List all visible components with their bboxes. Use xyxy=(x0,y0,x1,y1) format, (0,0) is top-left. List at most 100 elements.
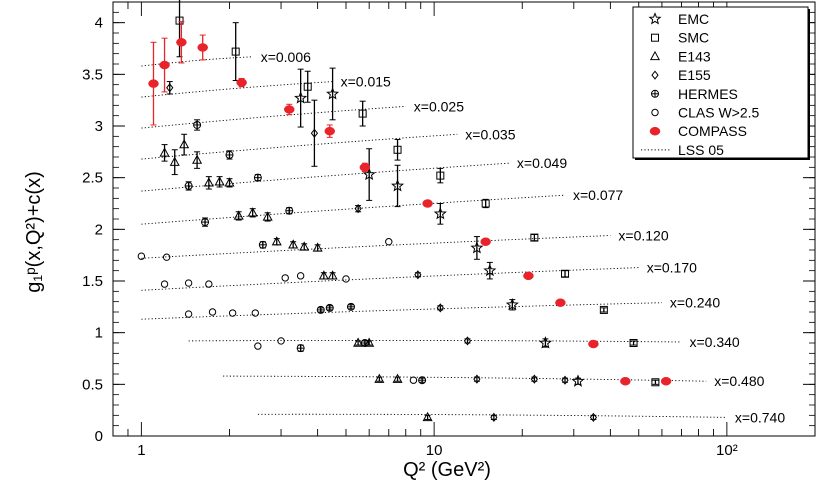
data-point-emc xyxy=(470,241,484,254)
x-axis-label: Q² (GeV²) xyxy=(403,459,491,481)
data-point-e143 xyxy=(169,156,180,166)
data-point-e143 xyxy=(312,242,323,252)
data-point-compass xyxy=(324,126,335,136)
data-point-compass xyxy=(555,298,566,307)
legend-entry-compass: COMPASS xyxy=(649,123,747,139)
legend-label: LSS 05 xyxy=(678,142,724,158)
data-point-clas-w-2-5 xyxy=(296,272,305,280)
y-tick-label: 4 xyxy=(95,15,103,32)
data-point-compass xyxy=(148,79,159,88)
data-point-smc xyxy=(358,109,367,118)
x-tick-label: 10² xyxy=(716,442,738,459)
data-point-e155 xyxy=(414,270,422,280)
data-point-compass xyxy=(236,78,247,87)
curve-label-12: x=0.740 xyxy=(735,409,785,425)
legend-label: HERMES xyxy=(678,86,738,102)
lss-curve-10 xyxy=(188,339,682,343)
data-point-hermes xyxy=(418,376,427,385)
data-point-emc xyxy=(433,206,447,220)
legend-marker xyxy=(651,33,659,42)
data-point-e143 xyxy=(203,177,214,187)
data-point-hermes xyxy=(285,206,294,215)
data-point-clas-w-2-5 xyxy=(205,280,213,288)
legend-label: E143 xyxy=(678,48,711,64)
curve-label-4: x=0.035 xyxy=(465,126,515,142)
lss-curve-7 xyxy=(141,235,611,259)
lss-curve-5 xyxy=(141,162,509,192)
data-point-compass xyxy=(159,60,170,70)
curve-label-6: x=0.077 xyxy=(573,187,623,203)
data-point-hermes xyxy=(258,240,267,249)
data-point-e143 xyxy=(271,236,282,246)
data-point-clas-w-2-5 xyxy=(342,275,350,283)
data-point-smc xyxy=(303,82,312,91)
data-point-compass xyxy=(588,339,599,349)
legend-marker xyxy=(649,50,661,61)
data-point-e143 xyxy=(159,147,170,157)
axes-layer: 0 0.5 1 1.5 2 2.5 3 3.5 4 1 10 10² xyxy=(82,1,816,459)
y-tick-label: 3.5 xyxy=(82,66,103,83)
data-point-smc xyxy=(599,305,608,314)
data-point-e155 xyxy=(561,375,569,385)
legend-label: E155 xyxy=(678,67,711,83)
data-point-e155 xyxy=(473,374,481,384)
legend-entry-hermes: HERMES xyxy=(651,86,738,102)
legend-entry-e143: E143 xyxy=(649,48,711,64)
data-point-e155 xyxy=(490,412,498,423)
data-point-e143 xyxy=(374,373,385,383)
data-point-e155 xyxy=(589,412,598,423)
legend-label: EMC xyxy=(678,11,709,27)
y-tick-label: 0 xyxy=(95,428,103,445)
legend-marker xyxy=(651,89,659,98)
data-point-emc xyxy=(505,297,519,311)
data-point-hermes xyxy=(193,120,202,129)
y-axis-label: g₁ᵖ(x,Q²)+c(x) xyxy=(23,171,45,293)
data-point-hermes xyxy=(225,150,234,159)
data-point-compass xyxy=(197,43,208,52)
curve-label-5: x=0.049 xyxy=(517,155,567,171)
data-point-smc xyxy=(175,16,184,25)
data-point-clas-w-2-5 xyxy=(162,253,171,261)
legend-label: SMC xyxy=(678,30,709,46)
data-point-compass xyxy=(422,199,433,208)
data-point-e155 xyxy=(310,128,319,138)
data-point-smc xyxy=(393,145,402,154)
data-point-e143 xyxy=(262,211,273,221)
data-point-emc xyxy=(362,167,376,181)
data-point-clas-w-2-5 xyxy=(137,252,146,260)
data-point-compass xyxy=(660,376,672,386)
data-point-compass xyxy=(284,105,295,114)
data-point-hermes xyxy=(346,302,355,311)
data-point-clas-w-2-5 xyxy=(277,337,285,345)
data-point-clas-w-2-5 xyxy=(251,309,259,317)
data-point-compass xyxy=(359,163,371,172)
data-point-e155 xyxy=(166,83,174,93)
data-point-hermes xyxy=(296,344,305,353)
lss-curve-4 xyxy=(141,133,458,160)
data-point-clas-w-2-5 xyxy=(160,280,169,288)
legend-marker xyxy=(648,12,662,25)
curve-label-8: x=0.170 xyxy=(647,260,697,276)
data-point-e143 xyxy=(422,411,433,422)
series-emc xyxy=(294,67,585,387)
legend-entry-e155: E155 xyxy=(651,67,711,83)
lss-curve-2 xyxy=(141,81,333,98)
data-point-e143 xyxy=(327,270,338,280)
data-point-hermes xyxy=(201,218,210,227)
y-tick-label: 0.5 xyxy=(82,376,103,393)
data-point-e143 xyxy=(392,373,403,383)
data-point-emc xyxy=(326,87,340,100)
data-point-hermes xyxy=(253,173,262,182)
data-point-e143 xyxy=(214,176,225,186)
y-tick-label: 1.5 xyxy=(82,273,103,290)
data-point-smc xyxy=(436,171,445,180)
data-point-e143 xyxy=(233,210,244,220)
data-point-smc xyxy=(561,269,570,278)
points-layer xyxy=(137,0,672,423)
y-tick-label: 3 xyxy=(95,118,103,135)
data-point-emc xyxy=(391,179,405,192)
lss-curve-12 xyxy=(257,413,727,418)
x-tick-label: 10 xyxy=(426,442,443,459)
lss-curve-6 xyxy=(141,194,566,225)
